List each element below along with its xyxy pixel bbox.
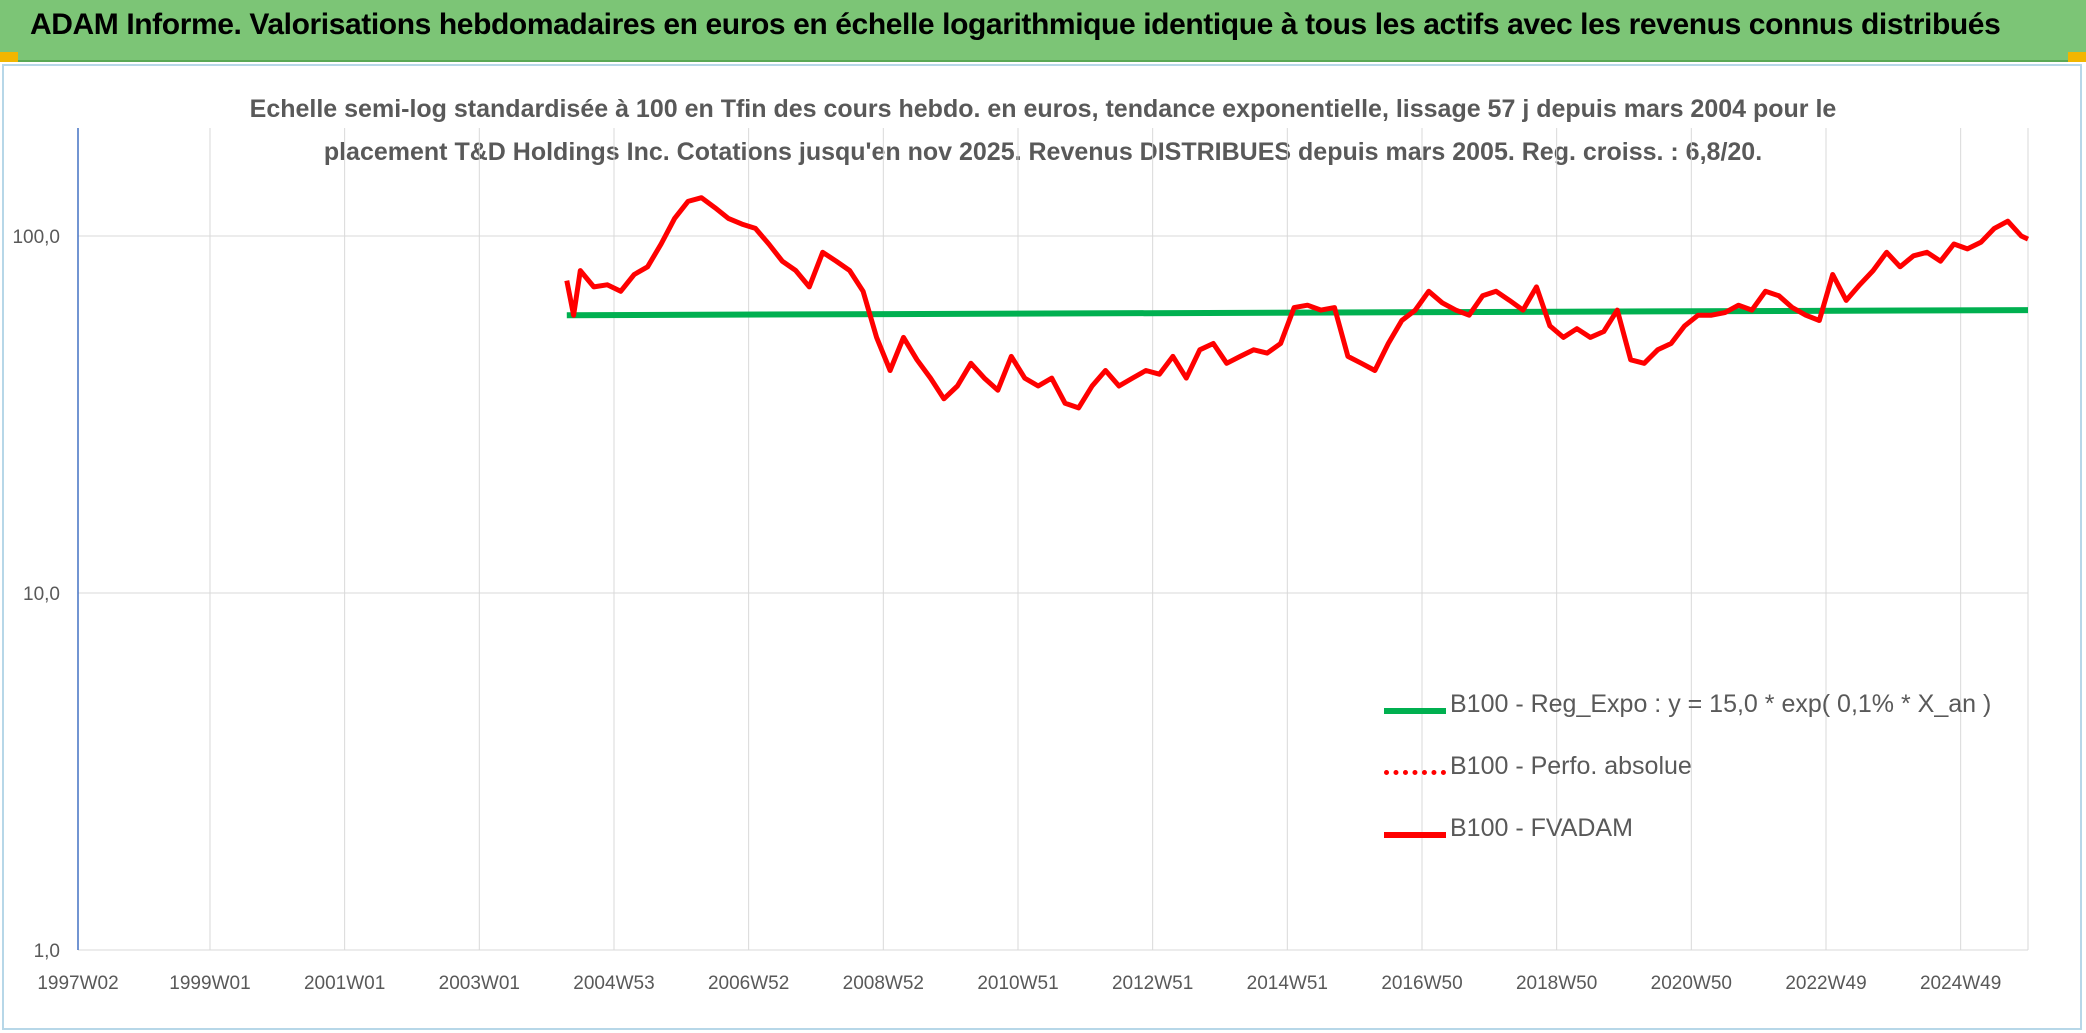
y-tick-label: 10,0: [23, 584, 60, 605]
x-tick-label: 2020W50: [1651, 973, 1732, 994]
x-tick-label: 2010W51: [977, 973, 1058, 994]
x-tick-label: 2024W49: [1920, 973, 2001, 994]
series-line-0: [566, 307, 2029, 319]
chart-title: Echelle semi-log standardisée à 100 en T…: [0, 88, 2086, 174]
x-tick-label: 2022W49: [1785, 973, 1866, 994]
legend-swatch-green-line: [1384, 708, 1446, 714]
series-line-2: [564, 195, 2030, 411]
y-tick-label: 100,0: [12, 227, 60, 248]
legend-label-reg-expo: B100 - Reg_Expo : y = 15,0 * exp( 0,1% *…: [1450, 690, 1992, 718]
x-tick-label: 2008W52: [843, 973, 924, 994]
report-header: ADAM Informe. Valorisations hebdomadaire…: [0, 0, 2086, 62]
x-tick-label: 2012W51: [1112, 973, 1193, 994]
x-tick-label: 1997W02: [37, 973, 118, 994]
legend-swatch-red-dotted: [1384, 770, 1446, 775]
x-tick-label: 2004W53: [573, 973, 654, 994]
legend-label-fvadam: B100 - FVADAM: [1450, 814, 1633, 842]
corner-marker: [0, 52, 18, 62]
x-tick-label: 2018W50: [1516, 973, 1597, 994]
report-title: ADAM Informe. Valorisations hebdomadaire…: [30, 8, 2001, 41]
x-tick-label: 2001W01: [304, 973, 385, 994]
legend-label-perfo-absolue: B100 - Perfo. absolue: [1450, 752, 1692, 780]
y-tick-labels: 100,0 10,0 1,0: [12, 227, 60, 962]
horizontal-gridlines: [78, 235, 2028, 951]
x-tick-labels: 1997W02 1999W01 2001W01 2003W01 2004W53 2006W…: [37, 973, 2001, 994]
legend-swatch-red-line: [1384, 832, 1446, 838]
corner-marker: [2068, 52, 2086, 62]
y-tick-label: 1,0: [34, 941, 60, 962]
chart-title-line-1: Echelle semi-log standardisée à 100 en T…: [249, 95, 1837, 123]
chart-title-line-2: placement T&D Holdings Inc. Cotations ju…: [323, 138, 1763, 166]
chart-frame: [2, 64, 2082, 1030]
x-tick-label: 2003W01: [439, 973, 520, 994]
series-layer: [564, 195, 2030, 411]
vertical-gridlines: [77, 128, 2029, 950]
x-tick-label: 2006W52: [708, 973, 789, 994]
x-tick-label: 2016W50: [1381, 973, 1462, 994]
x-tick-label: 2014W51: [1247, 973, 1328, 994]
x-tick-label: 1999W01: [169, 973, 250, 994]
